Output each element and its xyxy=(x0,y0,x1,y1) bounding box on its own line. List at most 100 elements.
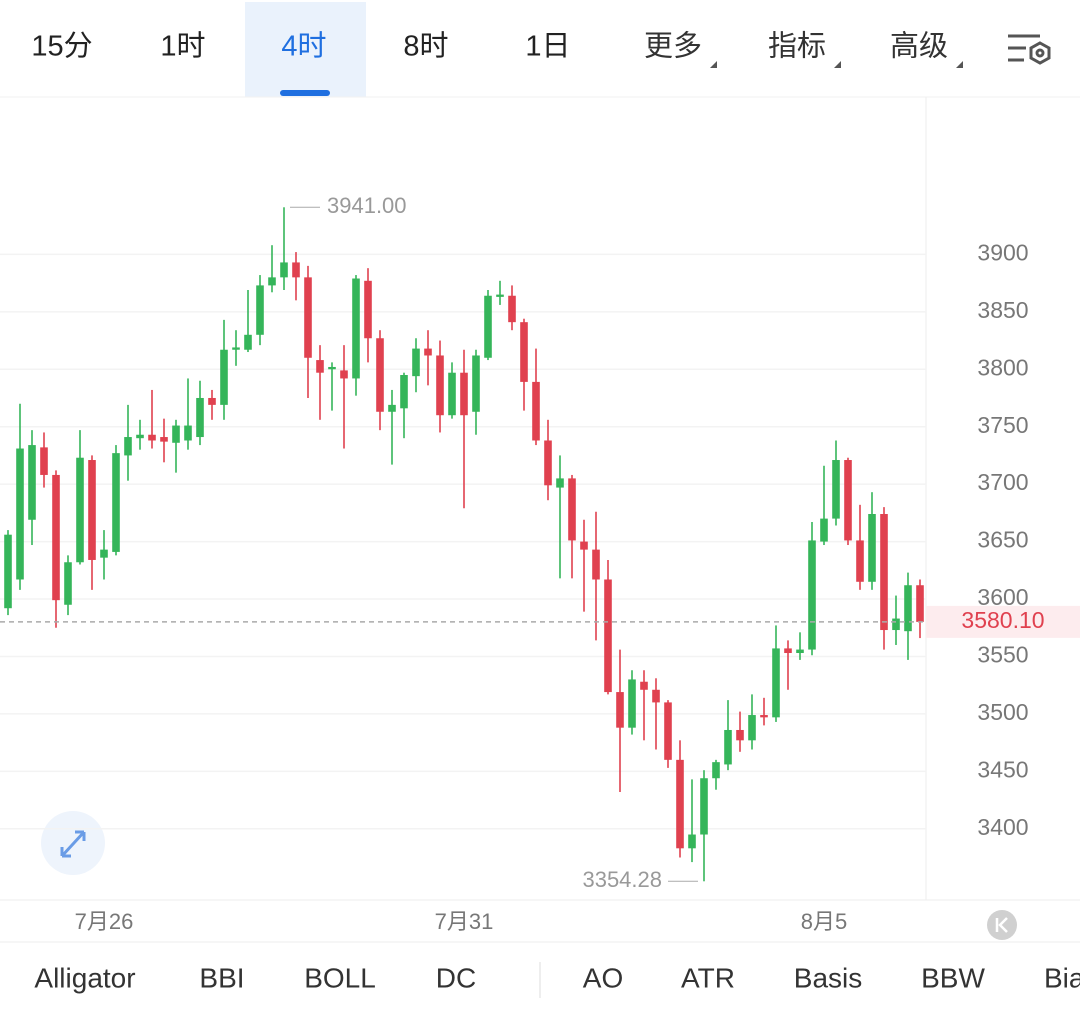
candle-body xyxy=(832,460,840,519)
candle-body xyxy=(604,579,612,693)
candle-body xyxy=(772,648,780,718)
candle-body xyxy=(676,759,684,849)
y-tick-label: 3800 xyxy=(977,354,1028,380)
candle-body xyxy=(856,540,864,582)
candle-body xyxy=(340,370,348,379)
candle-body xyxy=(160,437,168,442)
candle-body xyxy=(712,762,720,779)
timeframe-tab[interactable]: 4时 xyxy=(281,30,326,63)
menu-button[interactable]: 高级 xyxy=(890,30,948,63)
candle-body xyxy=(904,585,912,632)
candle-body xyxy=(280,262,288,278)
candle-body xyxy=(112,453,120,552)
last-price-tag xyxy=(926,605,1080,638)
expand-button[interactable] xyxy=(41,811,105,875)
candle-body xyxy=(484,295,492,358)
candle-body xyxy=(208,397,216,405)
candle-body xyxy=(40,447,48,475)
indicator-button[interactable]: AO xyxy=(583,962,623,993)
indicator-button[interactable]: BOLL xyxy=(304,962,376,993)
candle-body xyxy=(136,434,144,439)
candle-body xyxy=(916,585,924,622)
candle-body xyxy=(760,715,768,718)
active-tab-bg xyxy=(245,2,366,97)
dropdown-caret xyxy=(710,61,717,68)
indicator-button[interactable]: Alligator xyxy=(34,962,135,993)
y-tick-label: 3450 xyxy=(977,756,1028,782)
candle-body xyxy=(268,277,276,286)
indicator-button[interactable]: DC xyxy=(436,962,476,993)
y-tick-label: 3550 xyxy=(977,642,1028,668)
candle-body xyxy=(436,355,444,416)
candle-body xyxy=(16,448,24,580)
y-tick-label: 3650 xyxy=(977,527,1028,553)
candle-body xyxy=(292,262,300,278)
indicator-button[interactable]: BBI xyxy=(199,962,244,993)
active-tab-indicator xyxy=(280,90,330,96)
y-tick-label: 3900 xyxy=(977,239,1028,265)
scroll-latest-button[interactable] xyxy=(987,910,1017,940)
candle-body xyxy=(148,434,156,441)
timeframe-tab[interactable]: 8时 xyxy=(403,30,448,63)
candle-body xyxy=(52,474,60,601)
y-tick-label: 3700 xyxy=(977,469,1028,495)
timeframe-tab[interactable]: 1日 xyxy=(525,31,570,63)
candle-body xyxy=(748,715,756,741)
indicator-button[interactable]: ATR xyxy=(681,962,735,993)
candle-body xyxy=(196,397,204,438)
candle-body xyxy=(820,518,828,542)
y-tick-label: 3500 xyxy=(977,699,1028,725)
candle-body xyxy=(736,729,744,741)
indicator-button[interactable]: BBW xyxy=(921,962,985,993)
candle-body xyxy=(628,679,636,728)
dropdown-caret xyxy=(834,61,841,68)
candle-body xyxy=(412,348,420,377)
candle-body xyxy=(316,360,324,373)
annotation-label: 3354.28 xyxy=(582,867,662,892)
candle-body xyxy=(496,294,504,297)
candle-body xyxy=(880,514,888,631)
candle-body xyxy=(568,478,576,541)
candle-body xyxy=(520,322,528,382)
candle-body xyxy=(244,334,252,350)
candle-body xyxy=(76,457,84,563)
candle-body xyxy=(808,540,816,650)
timeframe-tab[interactable]: 15分 xyxy=(31,31,92,63)
candle-body xyxy=(616,692,624,728)
candle-body xyxy=(364,280,372,339)
timeframe-tab[interactable]: 1时 xyxy=(160,30,205,63)
candle-body xyxy=(532,381,540,441)
candle-body xyxy=(220,349,228,405)
candle-body xyxy=(256,285,264,335)
menu-button[interactable]: 指标 xyxy=(768,30,826,63)
candle-body xyxy=(664,702,672,760)
indicator-button[interactable]: Bias xyxy=(1044,962,1080,993)
candle-body xyxy=(184,425,192,441)
candle-body xyxy=(688,834,696,849)
candle-body xyxy=(424,348,432,356)
y-tick-label: 3600 xyxy=(977,584,1028,610)
candle-body xyxy=(472,355,480,412)
dropdown-caret xyxy=(956,61,963,68)
y-tick-label: 3750 xyxy=(977,412,1028,438)
candle-body xyxy=(544,440,552,486)
candle-body xyxy=(124,437,132,456)
candle-body xyxy=(4,534,12,609)
candle-body xyxy=(508,295,516,323)
candle-body xyxy=(796,649,804,654)
candle-body xyxy=(100,549,108,558)
menu-button[interactable]: 更多 xyxy=(644,30,702,63)
candle-body xyxy=(724,729,732,765)
candle-body xyxy=(376,338,384,412)
candle-body xyxy=(640,681,648,690)
annotation-label: 3941.00 xyxy=(327,193,407,218)
candle-body xyxy=(304,277,312,358)
settings-icon[interactable] xyxy=(1008,34,1051,65)
candle-body xyxy=(328,366,336,370)
indicator-button[interactable]: Basis xyxy=(794,962,862,993)
candle-body xyxy=(892,618,900,631)
candle-body xyxy=(232,347,240,350)
candle-body xyxy=(652,689,660,703)
candle-body xyxy=(844,460,852,541)
x-tick-label: 7月26 xyxy=(75,909,134,934)
